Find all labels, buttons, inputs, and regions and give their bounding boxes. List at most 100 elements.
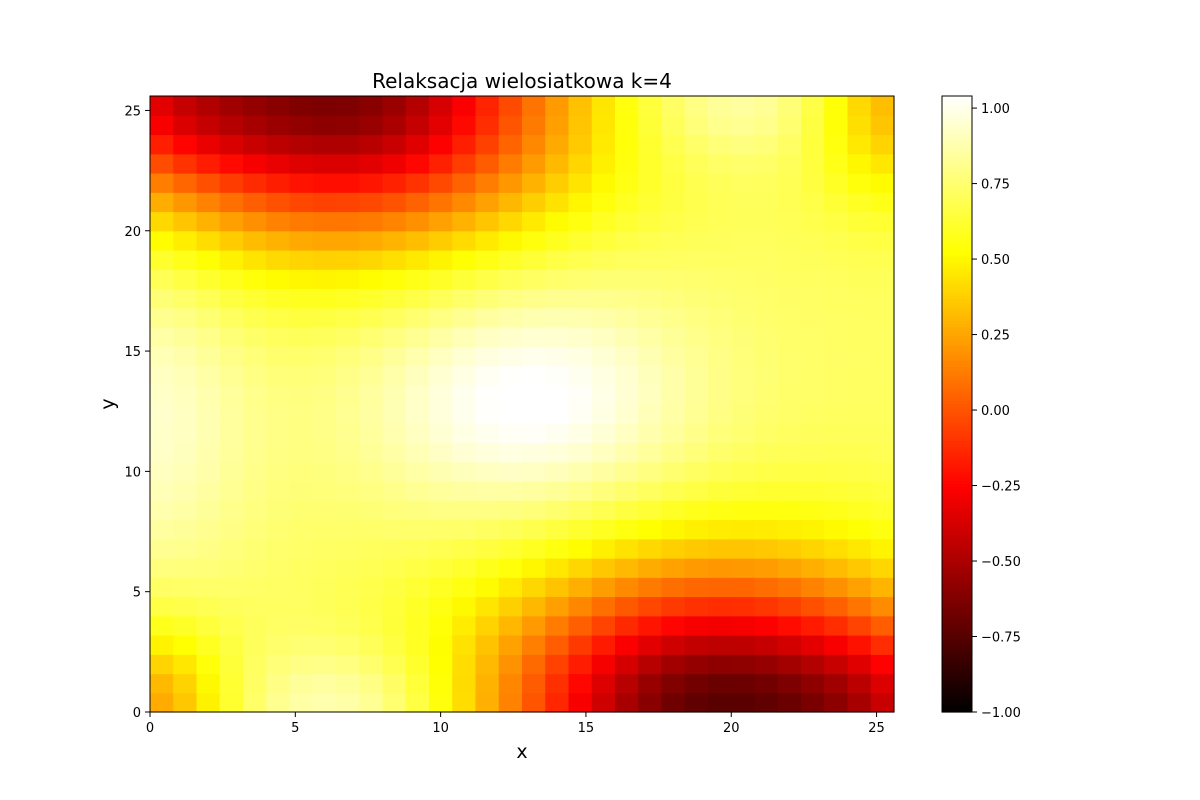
colorbar-segment	[942, 487, 972, 491]
heatmap-cell	[336, 269, 360, 290]
heatmap-cell	[545, 307, 570, 328]
heatmap-cell	[405, 596, 430, 617]
heatmap-cell	[870, 192, 895, 213]
heatmap-cell	[289, 558, 314, 578]
heatmap-cell	[312, 250, 337, 270]
heatmap-cell	[150, 577, 174, 598]
heatmap-cell	[196, 577, 221, 598]
heatmap-cell	[150, 211, 174, 232]
heatmap-cell	[359, 211, 384, 232]
heatmap-cell	[219, 404, 244, 424]
heatmap-cell	[568, 269, 593, 290]
heatmap-cell	[196, 423, 221, 444]
heatmap-cell	[522, 692, 546, 713]
colorbar-segment	[942, 440, 972, 445]
heatmap-cell	[731, 577, 756, 598]
colorbar-segment	[942, 367, 972, 371]
heatmap-cell	[545, 230, 570, 251]
x-tick-label: 5	[291, 721, 299, 736]
heatmap-cell	[475, 384, 500, 405]
heatmap-cell	[498, 173, 523, 193]
heatmap-cell	[405, 211, 430, 232]
heatmap-cell	[591, 288, 616, 309]
colorbar-segment	[942, 351, 972, 356]
heatmap-cell	[545, 269, 570, 290]
heatmap-cell	[847, 115, 872, 136]
colorbar-segment	[942, 675, 972, 679]
colorbar-tick-label: −0.25	[981, 480, 1021, 495]
heatmap-cell	[777, 538, 802, 559]
heatmap-cell	[336, 96, 360, 116]
heatmap-cell	[870, 153, 895, 174]
heatmap-cell	[708, 173, 732, 193]
heatmap-cell	[638, 192, 663, 213]
colorbar-segment	[942, 598, 972, 602]
heatmap-cell	[336, 211, 360, 232]
heatmap-cell	[615, 404, 639, 424]
heatmap-cell	[615, 596, 639, 617]
heatmap-cell	[405, 230, 430, 251]
heatmap-cell	[684, 269, 709, 290]
heatmap-cell	[731, 96, 756, 116]
colorbar-segment	[942, 521, 972, 525]
heatmap-cell	[754, 346, 779, 367]
heatmap-cell	[289, 211, 314, 232]
heatmap-cell	[382, 134, 407, 155]
heatmap-cell	[545, 519, 570, 540]
colorbar-segment	[942, 163, 972, 168]
heatmap-cell	[591, 173, 616, 193]
heatmap-cell	[801, 327, 825, 347]
heatmap-cell	[824, 211, 849, 232]
heatmap-cell	[498, 519, 523, 540]
heatmap-cell	[173, 596, 198, 617]
heatmap-cell	[801, 635, 825, 655]
heatmap-cell	[801, 365, 825, 386]
heatmap-cell	[405, 673, 430, 694]
heatmap-cell	[429, 404, 453, 424]
colorbar-segment	[942, 428, 972, 433]
heatmap-cell	[824, 558, 849, 578]
heatmap-cell	[150, 288, 174, 309]
heatmap-cell	[173, 500, 198, 521]
heatmap-cell	[196, 404, 221, 424]
heatmap-cell	[638, 404, 663, 424]
heatmap-cell	[173, 654, 198, 675]
heatmap-cell	[777, 288, 802, 309]
colorbar-segment	[942, 145, 972, 149]
heatmap-cell	[196, 250, 221, 270]
heatmap-cell	[522, 250, 546, 270]
colorbar-segment	[942, 601, 972, 605]
heatmap-cell	[545, 211, 570, 232]
colorbar-segment	[942, 641, 972, 645]
heatmap-cell	[150, 327, 174, 347]
colorbar-segment	[942, 185, 972, 189]
heatmap-cell	[615, 96, 639, 116]
colorbar-segment	[942, 558, 972, 562]
heatmap-cell	[150, 134, 174, 155]
heatmap-cell	[591, 192, 616, 213]
heatmap-cell	[777, 269, 802, 290]
heatmap-cell	[754, 461, 779, 482]
heatmap-cell	[173, 481, 198, 501]
heatmap-cell	[429, 134, 453, 155]
colorbar-segment	[942, 653, 972, 658]
colorbar-segment	[942, 696, 972, 701]
heatmap-cell	[498, 558, 523, 578]
heatmap-cell	[615, 423, 639, 444]
colorbar-segment	[942, 126, 972, 131]
heatmap-cell	[847, 230, 872, 251]
colorbar-segment	[942, 117, 972, 122]
heatmap-cell	[150, 384, 174, 405]
heatmap-cell	[661, 173, 686, 193]
heatmap-cell	[475, 538, 500, 559]
heatmap-cell	[452, 577, 477, 598]
heatmap-cell	[870, 173, 895, 193]
colorbar-segment	[942, 114, 972, 119]
heatmap-cell	[754, 500, 779, 521]
heatmap-cell	[545, 96, 570, 116]
heatmap-cell	[219, 384, 244, 405]
colorbar-segment	[942, 514, 972, 519]
heatmap-cell	[777, 442, 802, 463]
heatmap-cell	[522, 230, 546, 251]
colorbar-segment	[942, 194, 972, 199]
